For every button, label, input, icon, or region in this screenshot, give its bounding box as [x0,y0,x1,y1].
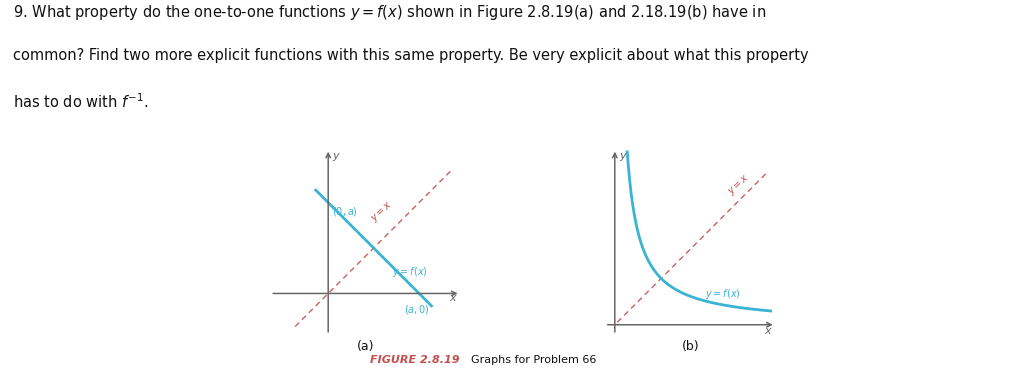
Text: $x$: $x$ [450,293,459,303]
Text: $y = x$: $y = x$ [726,171,752,198]
Text: $(a, 0)$: $(a, 0)$ [404,302,430,315]
Text: $y = f(x)$: $y = f(x)$ [705,287,741,301]
Text: common? Find two more explicit functions with this same property. Be very explic: common? Find two more explicit functions… [13,48,809,62]
Text: has to do with $f^{-1}$.: has to do with $f^{-1}$. [13,92,148,111]
Text: $y$: $y$ [619,151,628,163]
Text: $y = f(x)$: $y = f(x)$ [392,265,428,279]
Text: $(0, a)$: $(0, a)$ [332,205,358,218]
Text: FIGURE 2.8.19: FIGURE 2.8.19 [370,355,460,365]
Text: (b): (b) [681,340,699,353]
Text: 9. What property do the one-to-one functions $y = f(x)$ shown in Figure 2.8.19(a: 9. What property do the one-to-one funct… [13,3,766,22]
Text: $x$: $x$ [764,326,773,336]
Text: Graphs for Problem 66: Graphs for Problem 66 [464,355,596,365]
Text: (a): (a) [356,340,375,353]
Text: $y$: $y$ [332,151,340,163]
Text: $y = x$: $y = x$ [368,199,396,225]
